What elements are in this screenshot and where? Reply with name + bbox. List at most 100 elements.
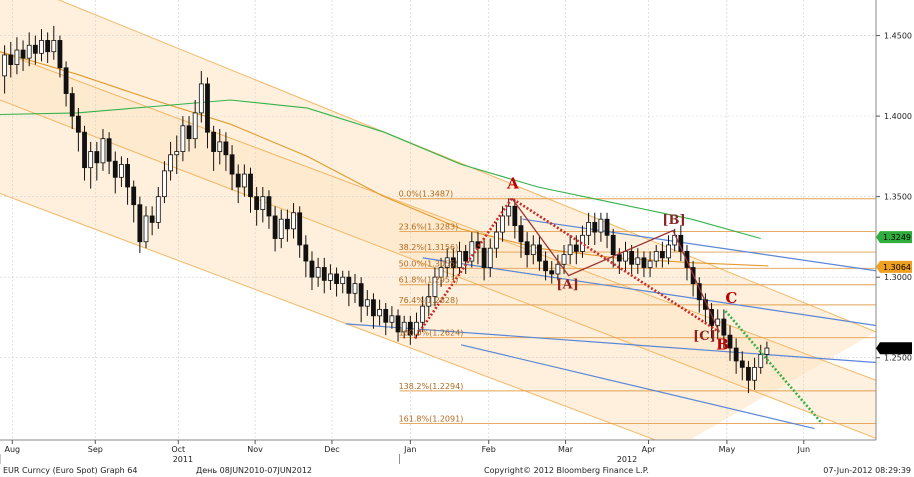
candle	[493, 222, 499, 258]
fib-level-label: 161.8%(1.2091)	[399, 415, 464, 424]
candle-body	[57, 40, 63, 69]
candle-body	[39, 40, 44, 54]
fib-level-label: 50.0%(1.3055)	[399, 259, 459, 268]
candle	[217, 129, 223, 165]
price-badge-shape	[876, 260, 912, 273]
fibonacci-labels: 0.0%(1.3487) 23.6%(1.3283) 38.2%(1.3156) 50…	[399, 190, 464, 424]
candle	[131, 180, 137, 223]
candle-body	[278, 218, 284, 239]
wave-label: [B]	[662, 213, 685, 228]
candle	[592, 212, 598, 245]
candle	[278, 209, 284, 249]
y-tick-label: 1.4500	[884, 32, 912, 41]
candle	[211, 125, 217, 171]
candle-body	[63, 67, 69, 94]
candle-body	[506, 205, 512, 217]
candle-body	[334, 273, 339, 285]
candle	[303, 235, 309, 278]
candle-body	[211, 131, 217, 152]
candle-body	[51, 40, 57, 53]
price-badges: 1.3249 1.3064 1.2559	[876, 231, 912, 355]
wave-labels: A B C [A] [B] [C]	[506, 175, 737, 354]
candle	[2, 45, 8, 94]
candle	[395, 309, 401, 342]
y-tick-label: 1.4000	[884, 112, 912, 121]
x-tick-label: Aug	[4, 445, 20, 454]
candle	[610, 228, 616, 268]
x-tick-label: Sep	[88, 445, 103, 454]
price-badge: 1.3064	[876, 260, 912, 273]
candle	[629, 244, 635, 274]
candle-body	[2, 54, 8, 77]
candle-body	[573, 244, 579, 252]
wave-label: B	[716, 336, 729, 354]
candle	[137, 196, 143, 254]
candle-body	[284, 218, 290, 230]
candle	[512, 199, 518, 239]
plot-area: 0.0%(1.3487) 23.6%(1.3283) 38.2%(1.3156) 50…	[0, 0, 876, 440]
wave-lines	[413, 196, 824, 425]
candle-body	[764, 347, 770, 355]
candle-body	[450, 257, 456, 268]
candle	[346, 270, 352, 307]
candle-body	[555, 263, 561, 275]
candle	[106, 132, 112, 175]
candle-body	[100, 138, 106, 164]
wave-line-projection	[724, 310, 824, 425]
fibonacci-lines	[399, 198, 876, 425]
footer-range: День 08JUN2010-07JUN2012	[196, 466, 312, 475]
candle	[112, 151, 118, 194]
candle	[463, 244, 469, 274]
candle	[518, 215, 524, 258]
blue-trend-line	[522, 218, 876, 272]
moving-averages	[0, 51, 769, 267]
fib-level-label: 61.8%(1.2953)	[399, 276, 459, 285]
candle-body	[248, 173, 253, 198]
candle	[291, 203, 296, 239]
price-badge-label: 1.2559	[883, 344, 911, 353]
candle-body	[438, 267, 444, 278]
candle-body	[88, 151, 94, 169]
candle	[653, 244, 659, 268]
candle	[192, 100, 198, 149]
candle	[733, 338, 739, 374]
candle-body	[746, 366, 751, 381]
candle	[549, 261, 555, 284]
wave-line-main	[413, 196, 720, 340]
candle-body	[131, 186, 137, 206]
candle	[125, 157, 130, 205]
candle	[377, 299, 383, 326]
x-tick-label: Feb	[482, 445, 496, 454]
candle-body	[303, 244, 309, 262]
candle	[635, 248, 641, 274]
candle-body	[69, 93, 75, 117]
candle	[450, 248, 456, 281]
candle-body	[493, 231, 499, 249]
fib-level-label: 0.0%(1.3487)	[399, 190, 454, 199]
candle-body	[487, 247, 493, 268]
candle	[537, 235, 542, 271]
candle-body	[377, 308, 383, 317]
candle	[334, 267, 339, 297]
candle	[272, 206, 278, 252]
candle	[426, 283, 432, 316]
candlesticks	[2, 25, 770, 394]
candle-body	[8, 54, 14, 65]
candle-body	[260, 196, 266, 210]
candle-body	[635, 257, 641, 265]
candle-body	[715, 318, 721, 326]
y-axis-ticks: 1.4500 1.4000 1.3500 1.3000 1.2500	[876, 32, 912, 363]
candle	[364, 290, 370, 316]
blue-trend-line	[422, 257, 876, 327]
candle-body	[659, 251, 665, 259]
candle	[746, 360, 751, 394]
candle	[266, 190, 272, 229]
candle	[14, 37, 20, 75]
candle-body	[45, 40, 51, 53]
candle-body	[432, 276, 438, 297]
footer-timestamp: 07-Jun-2012 08:29:39	[823, 466, 911, 475]
candle	[457, 241, 462, 274]
candle-body	[192, 112, 198, 140]
candle	[647, 251, 653, 278]
x-tick-label: May	[719, 445, 736, 454]
